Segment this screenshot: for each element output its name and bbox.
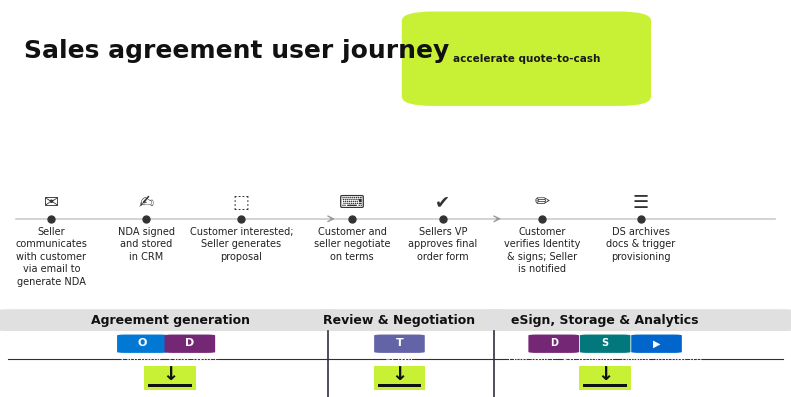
Bar bbox=[149, 384, 192, 387]
Text: ✏: ✏ bbox=[534, 194, 550, 212]
Text: ▶: ▶ bbox=[653, 338, 660, 348]
Text: ↓: ↓ bbox=[162, 365, 178, 384]
FancyBboxPatch shape bbox=[0, 309, 344, 331]
FancyBboxPatch shape bbox=[483, 309, 791, 331]
Text: ☰: ☰ bbox=[633, 194, 649, 212]
FancyBboxPatch shape bbox=[374, 335, 425, 353]
Text: S: S bbox=[601, 338, 609, 348]
Text: ↓: ↓ bbox=[392, 365, 407, 384]
Text: ✉: ✉ bbox=[44, 194, 59, 212]
FancyBboxPatch shape bbox=[117, 335, 168, 353]
Text: Customer interested;
Seller generates
proposal: Customer interested; Seller generates pr… bbox=[190, 227, 293, 262]
FancyBboxPatch shape bbox=[316, 309, 510, 331]
Bar bbox=[378, 384, 422, 387]
Text: D: D bbox=[550, 338, 558, 348]
FancyBboxPatch shape bbox=[144, 366, 196, 390]
FancyBboxPatch shape bbox=[631, 335, 682, 353]
Bar bbox=[584, 384, 627, 387]
Text: eSign, Storage & Analytics: eSign, Storage & Analytics bbox=[511, 314, 699, 327]
FancyBboxPatch shape bbox=[580, 335, 630, 353]
Text: ⌨: ⌨ bbox=[339, 194, 365, 212]
Text: Customer and
seller negotiate
on terms: Customer and seller negotiate on terms bbox=[314, 227, 390, 262]
Text: ⬚: ⬚ bbox=[233, 194, 250, 212]
Text: ↓: ↓ bbox=[597, 365, 613, 384]
Text: NDA signed
and stored
in CRM: NDA signed and stored in CRM bbox=[118, 227, 175, 262]
Text: Teams: Teams bbox=[383, 356, 416, 366]
Text: Review & Negotiation: Review & Negotiation bbox=[324, 314, 475, 327]
Text: ✔: ✔ bbox=[435, 194, 451, 212]
Text: Sales agreement user journey: Sales agreement user journey bbox=[24, 39, 449, 63]
Text: T: T bbox=[396, 338, 403, 348]
FancyBboxPatch shape bbox=[402, 12, 651, 106]
Text: Outlook, Dynamics: Outlook, Dynamics bbox=[120, 356, 220, 366]
Text: Dynamics, SharePoint, Power Automate: Dynamics, SharePoint, Power Automate bbox=[508, 356, 702, 366]
FancyBboxPatch shape bbox=[165, 335, 215, 353]
Text: accelerate quote-to-cash: accelerate quote-to-cash bbox=[452, 54, 600, 64]
Text: ✍: ✍ bbox=[138, 194, 154, 212]
Text: Seller
communicates
with customer
via email to
generate NDA: Seller communicates with customer via em… bbox=[16, 227, 87, 287]
Text: DS archives
docs & trigger
provisioning: DS archives docs & trigger provisioning bbox=[606, 227, 676, 262]
Text: Agreement generation: Agreement generation bbox=[90, 314, 250, 327]
FancyBboxPatch shape bbox=[580, 366, 631, 390]
FancyBboxPatch shape bbox=[528, 335, 579, 353]
FancyBboxPatch shape bbox=[374, 366, 426, 390]
Text: O: O bbox=[138, 338, 147, 348]
Text: Sellers VP
approves final
order form: Sellers VP approves final order form bbox=[408, 227, 478, 262]
Text: D: D bbox=[185, 338, 195, 348]
Text: Customer
verifies Identity
& signs; Seller
is notified: Customer verifies Identity & signs; Sell… bbox=[504, 227, 580, 274]
